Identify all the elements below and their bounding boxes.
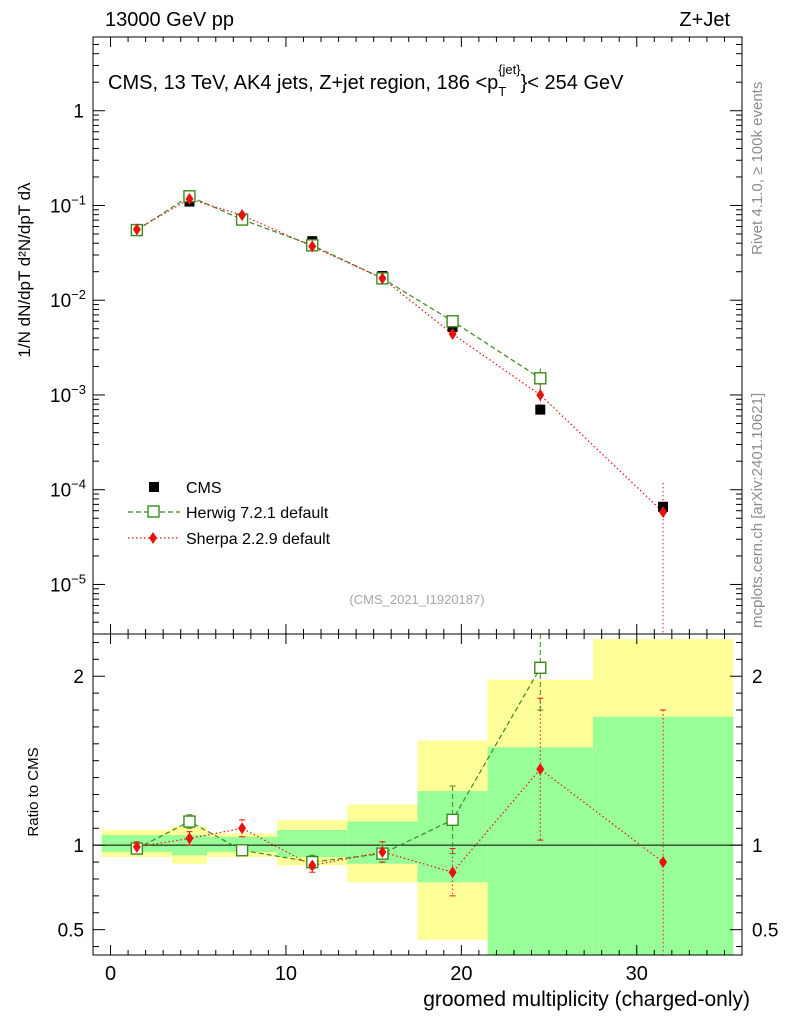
ratio-tick-label-left-1: 1	[73, 836, 84, 857]
band-green-6	[487, 747, 593, 955]
chart-title: CMS, 13 TeV, AK4 jets, Z+jet region, 186…	[108, 62, 624, 99]
ticks: 0 10 20 30 1 10−1 10−2 10−3 10−4 10−5 0.5 0.5 1 1 2 2	[50, 36, 778, 985]
mcplots-label: mcplots.cern.ch [arXiv:2401.10621]	[749, 393, 766, 628]
point-sherpa-3	[308, 240, 317, 253]
point-sherpa-4	[378, 272, 387, 285]
legend: CMS Herwig 7.2.1 default Sherpa 2.2.9 de…	[128, 480, 331, 548]
ratio-tick-label-left-2: 2	[73, 667, 84, 688]
y-tick-label-2: 10−2	[50, 287, 86, 312]
ratio-point-sherpa-1	[185, 832, 194, 845]
y-axis-label-main: 1/N dN/dpT d²N/dpT dλ	[15, 182, 34, 358]
x-tick-label-0: 0	[105, 963, 116, 985]
ratio-tick-label-left-0.5: 0.5	[58, 921, 84, 942]
series-line-herwig	[136, 195, 541, 379]
ratio-tick-label-right-1: 1	[752, 836, 763, 857]
y-axis-label-ratio: Ratio to CMS	[25, 747, 42, 836]
point-herwig-6	[534, 372, 547, 385]
ratio-point-herwig-2	[235, 844, 249, 857]
legend-label-herwig: Herwig 7.2.1 default	[186, 505, 329, 522]
x-tick-label-30: 30	[626, 963, 648, 985]
ratio-point-sherpa-3	[308, 859, 317, 872]
legend-marker-herwig	[147, 505, 160, 518]
legend-label-cms: CMS	[186, 480, 222, 497]
ratio-point-sherpa-5	[448, 866, 457, 879]
x-axis-label: groomed multiplicity (charged-only)	[423, 988, 750, 1011]
point-sherpa-6	[536, 388, 545, 401]
ratio-point-sherpa-6	[536, 763, 545, 776]
series-line-sherpa	[136, 198, 664, 513]
rivet-label: Rivet 4.1.0, ≥ 100k events	[749, 82, 766, 255]
markers	[130, 190, 669, 879]
legend-marker-sherpa	[149, 532, 157, 544]
y-tick-label-5: 10−5	[50, 571, 86, 596]
ratio-point-herwig-1	[183, 815, 196, 828]
y-tick-label-4: 10−4	[50, 477, 86, 502]
ratio-point-sherpa-4	[378, 845, 387, 858]
point-sherpa-1	[185, 193, 194, 206]
ratio-point-sherpa-0	[132, 840, 141, 853]
ratio-point-herwig-5	[446, 813, 459, 827]
band-green-3	[277, 829, 348, 858]
point-sherpa-7	[659, 506, 668, 519]
point-sherpa-5	[448, 328, 457, 341]
ratio-point-herwig-6	[534, 661, 547, 674]
ratio-tick-label-right-0.5: 0.5	[752, 921, 778, 942]
legend-marker-cms	[149, 482, 159, 492]
ratio-point-sherpa-2	[238, 822, 247, 835]
point-sherpa-2	[238, 209, 247, 222]
x-tick-label-10: 10	[275, 963, 297, 985]
y-tick-label-1: 10−1	[50, 192, 86, 217]
point-cms-6	[535, 404, 546, 415]
y-tick-label-0: 1	[73, 102, 84, 123]
y-tick-label-3: 10−3	[50, 382, 86, 407]
process-label: Z+Jet	[679, 9, 730, 31]
legend-label-sherpa: Sherpa 2.2.9 default	[186, 531, 331, 548]
ratio-tick-label-right-2: 2	[752, 667, 763, 688]
analysis-tag: (CMS_2021_I1920187)	[349, 592, 484, 607]
point-sherpa-0	[132, 223, 141, 236]
point-herwig-5	[446, 315, 459, 328]
ratio-point-sherpa-7	[659, 856, 668, 869]
x-tick-label-20: 20	[450, 963, 472, 985]
energy-label: 13000 GeV pp	[105, 9, 234, 31]
ratio-bands	[93, 639, 742, 955]
